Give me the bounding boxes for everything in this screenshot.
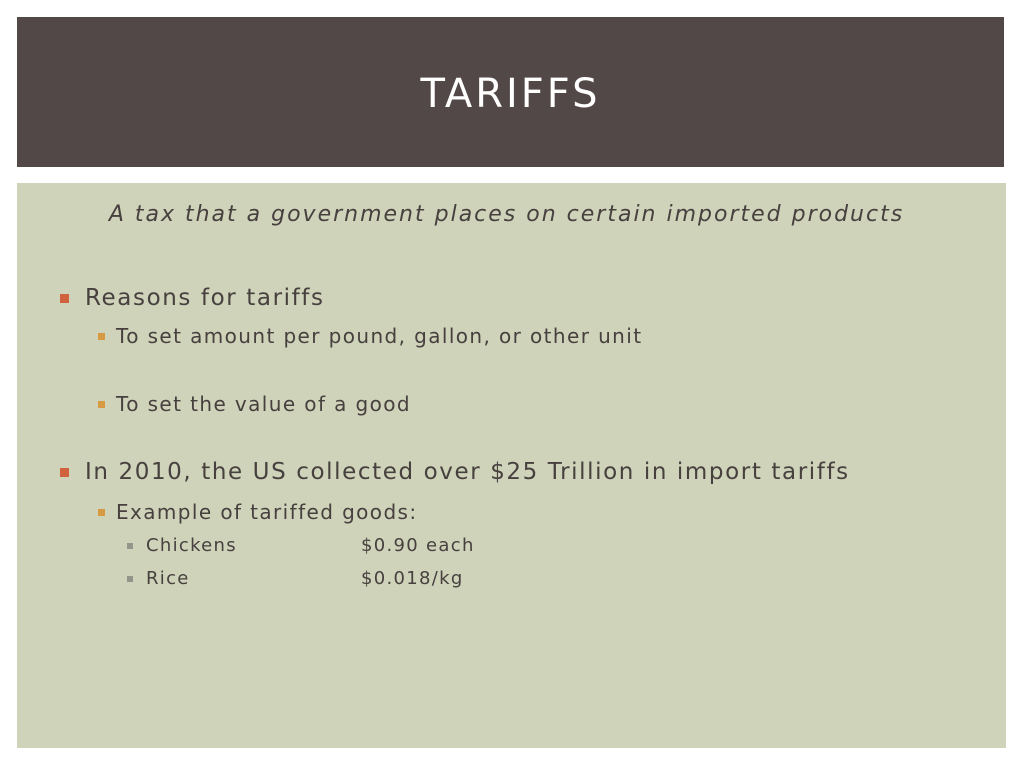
square-bullet-icon [127, 542, 133, 549]
square-bullet-icon [60, 467, 69, 477]
good-price: $0.90 each [361, 535, 475, 556]
bullet-tariffs-2010: In 2010, the US collected over $25 Trill… [60, 459, 850, 485]
bullet-reasons: Reasons for tariffs [60, 285, 325, 311]
good-name: Chickens [146, 535, 237, 556]
sub-bullet-text: Example of tariffed goods: [116, 500, 418, 524]
sub-bullet-text: To set the value of a good [116, 392, 412, 416]
bullet-text: In 2010, the US collected over $25 Trill… [85, 459, 850, 485]
sub-bullet-examples: Example of tariffed goods: [98, 500, 418, 524]
slide-subtitle: A tax that a government places on certai… [108, 202, 905, 227]
slide-title: Tariffs [420, 70, 601, 117]
square-bullet-icon [98, 400, 105, 408]
square-bullet-icon [98, 332, 105, 340]
title-bar: Tariffs [17, 17, 1004, 167]
good-item-chickens: Chickens $0.90 each [127, 535, 475, 556]
good-item-rice: Rice $0.018/kg [127, 568, 464, 589]
bullet-text: Reasons for tariffs [85, 285, 325, 311]
sub-bullet-amount: To set amount per pound, gallon, or othe… [98, 324, 642, 348]
content-area: A tax that a government places on certai… [17, 183, 1006, 748]
good-price: $0.018/kg [361, 568, 464, 589]
sub-bullet-text: To set amount per pound, gallon, or othe… [116, 324, 643, 348]
square-bullet-icon [60, 293, 69, 303]
square-bullet-icon [98, 508, 105, 516]
sub-bullet-value: To set the value of a good [98, 392, 411, 416]
good-name: Rice [146, 568, 190, 589]
square-bullet-icon [127, 575, 133, 582]
